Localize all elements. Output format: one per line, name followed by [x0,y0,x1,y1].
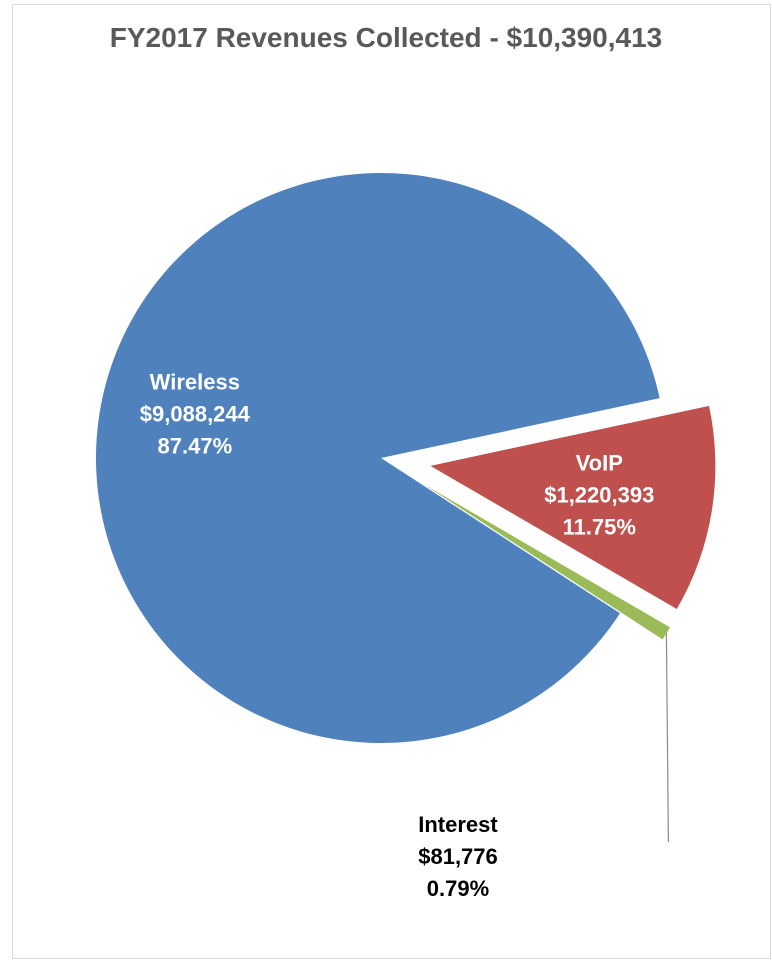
interest-leader-line [665,633,669,843]
pie-slice-wireless [96,173,660,743]
chart-title: FY2017 Revenues Collected - $10,390,413 [109,22,663,53]
pie-slices [96,173,716,743]
pie-labels: Wireless $9,088,244 87.47% VoIP $1,220,393 11… [140,370,655,901]
pie-slice-voip [430,405,716,610]
slice-label-wireless-name: Wireless [150,370,240,395]
slice-label-interest-percent: 0.79% [427,876,489,901]
slice-label-wireless-percent: 87.47% [158,434,233,459]
slice-label-voip-percent: 11.75% [563,515,636,540]
slice-label-voip-name: VoIP [576,451,623,476]
pie-slice-interest [423,484,671,640]
slice-label-interest-name: Interest [418,812,498,837]
slice-label-voip-amount: $1,220,393 [544,483,654,508]
slice-label-interest-amount: $81,776 [418,844,498,869]
slice-label-wireless-amount: $9,088,244 [140,402,251,427]
